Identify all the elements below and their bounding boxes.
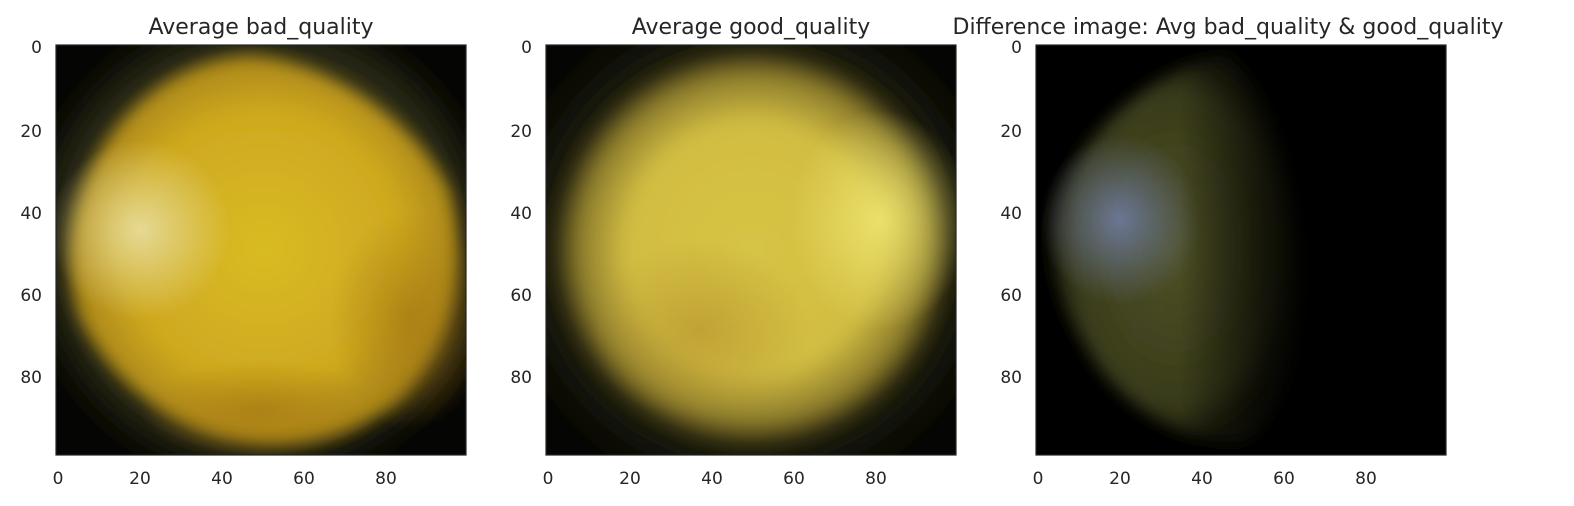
x-axis: 0 20 40 60 80 <box>53 469 397 489</box>
y-tick-label: 20 <box>510 122 532 142</box>
image <box>546 45 956 455</box>
y-tick-label: 60 <box>510 286 532 306</box>
x-tick-label: 40 <box>1191 469 1213 489</box>
x-tick-label: 0 <box>543 469 554 489</box>
x-tick-label: 60 <box>1273 469 1295 489</box>
panel-average-bad-quality: Average bad_quality 0 20 40 60 80 0 20 4… <box>20 15 467 489</box>
image <box>1036 45 1446 455</box>
image-fruit-light <box>56 140 230 320</box>
x-tick-label: 60 <box>293 469 315 489</box>
y-tick-label: 40 <box>510 204 532 224</box>
x-tick-label: 80 <box>375 469 397 489</box>
x-tick-label: 0 <box>1033 469 1044 489</box>
y-tick-label: 80 <box>20 368 42 388</box>
title: Average bad_quality <box>148 15 373 40</box>
x-tick-label: 80 <box>865 469 887 489</box>
y-tick-label: 40 <box>20 204 42 224</box>
x-axis: 0 20 40 60 80 <box>543 469 887 489</box>
x-tick-label: 80 <box>1355 469 1377 489</box>
image-fruit-dark <box>590 240 810 420</box>
x-tick-label: 40 <box>701 469 723 489</box>
axes-frame <box>545 44 957 456</box>
y-tick-label: 20 <box>1000 122 1022 142</box>
axes-frame <box>55 44 467 456</box>
axes-frame <box>1035 44 1447 456</box>
y-tick-label: 40 <box>1000 204 1022 224</box>
y-axis: 0 20 40 60 80 <box>1000 38 1022 388</box>
y-tick-label: 20 <box>20 122 42 142</box>
title: Average good_quality <box>632 15 870 40</box>
image-fruit-dark <box>140 360 380 455</box>
x-axis: 0 20 40 60 80 <box>1033 469 1377 489</box>
image-fruit-light <box>790 110 956 330</box>
x-tick-label: 20 <box>619 469 641 489</box>
x-tick-label: 40 <box>211 469 233 489</box>
y-tick-label: 0 <box>521 38 532 58</box>
x-tick-label: 20 <box>129 469 151 489</box>
title: Difference image: Avg bad_quality & good… <box>953 15 1504 40</box>
y-tick-label: 60 <box>1000 286 1022 306</box>
x-tick-label: 60 <box>783 469 805 489</box>
y-tick-label: 60 <box>20 286 42 306</box>
panel-difference-image: Difference image: Avg bad_quality & good… <box>953 15 1504 489</box>
image-difference-highlight <box>1040 135 1200 305</box>
image-fruit-dark <box>330 210 466 430</box>
panel-average-good-quality: Average good_quality 0 20 40 60 80 0 20 … <box>510 15 957 489</box>
y-tick-label: 80 <box>510 368 532 388</box>
y-axis: 0 20 40 60 80 <box>20 38 42 388</box>
y-axis: 0 20 40 60 80 <box>510 38 532 388</box>
y-tick-label: 0 <box>31 38 42 58</box>
y-tick-label: 0 <box>1011 38 1022 58</box>
y-tick-label: 80 <box>1000 368 1022 388</box>
x-tick-label: 20 <box>1109 469 1131 489</box>
x-tick-label: 0 <box>53 469 64 489</box>
image <box>56 45 466 455</box>
